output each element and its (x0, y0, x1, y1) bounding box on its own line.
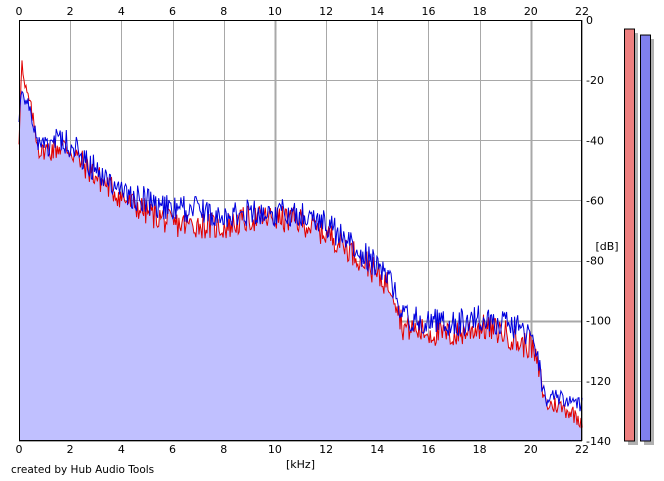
y-tick-label: -100 (586, 315, 611, 328)
y-axis-label: [dB] (595, 240, 618, 253)
x-tick-label-top: 2 (67, 5, 74, 18)
x-tick-labels-bottom: 0 2 4 6 8 10 12 14 16 18 20 22 (16, 443, 590, 456)
credit-text: created by Hub Audio Tools (11, 464, 154, 476)
x-tick-label-bottom: 22 (575, 443, 589, 456)
level-meters (624, 28, 654, 446)
x-tick-label-bottom: 4 (118, 443, 125, 456)
series-left-channel-line (18, 60, 583, 429)
x-tick-label-top: 4 (118, 5, 125, 18)
y-tick-label: -40 (586, 134, 604, 147)
x-tick-label-bottom: 8 (220, 443, 227, 456)
y-tick-label: 0 (586, 14, 593, 27)
meter-left-channel (624, 28, 635, 442)
x-tick-label-top: 14 (370, 5, 384, 18)
x-tick-label-top: 0 (16, 5, 23, 18)
y-tick-label: -120 (586, 375, 611, 388)
x-tick-label-bottom: 2 (67, 443, 74, 456)
meter-right-channel (640, 34, 651, 442)
x-tick-label-bottom: 10 (268, 443, 282, 456)
y-tick-label: -140 (586, 435, 611, 448)
x-tick-label-bottom: 20 (524, 443, 538, 456)
y-tick-label: -60 (586, 194, 604, 207)
x-tick-label-top: 6 (169, 5, 176, 18)
series-right-channel-line (18, 90, 583, 412)
y-tick-label: -80 (586, 255, 604, 268)
x-tick-label-top: 8 (220, 5, 227, 18)
x-tick-label-bottom: 0 (16, 443, 23, 456)
y-tick-label: -20 (586, 74, 604, 87)
x-tick-label-top: 16 (421, 5, 435, 18)
x-tick-label-bottom: 12 (319, 443, 333, 456)
plot-area (18, 20, 583, 442)
x-tick-label-top: 12 (319, 5, 333, 18)
spectrum-area-fill (19, 91, 582, 441)
x-tick-label-top: 10 (268, 5, 282, 18)
x-axis-label: [kHz] (286, 458, 315, 471)
x-tick-label-top: 18 (473, 5, 487, 18)
y-tick-labels: 0 -20 -40 -60 -80 -100 -120 -140 (586, 14, 611, 448)
x-tick-labels-top: 0 2 4 6 8 10 12 14 16 18 20 22 (16, 5, 590, 18)
x-tick-label-bottom: 6 (169, 443, 176, 456)
x-tick-label-bottom: 16 (421, 443, 435, 456)
x-tick-label-top: 22 (575, 5, 589, 18)
plot-border (19, 20, 582, 441)
x-tick-label-top: 20 (524, 5, 538, 18)
x-tick-label-bottom: 14 (370, 443, 384, 456)
x-tick-label-bottom: 18 (473, 443, 487, 456)
